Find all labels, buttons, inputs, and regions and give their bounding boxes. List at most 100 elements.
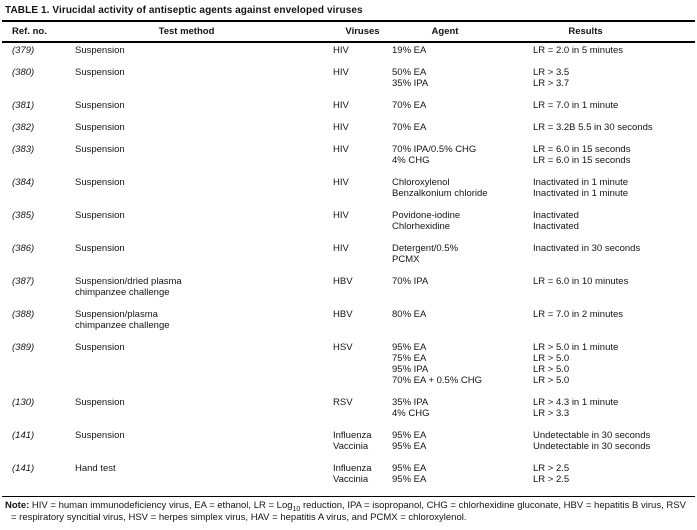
results-cell: Inactivated Inactivated [533, 210, 693, 232]
agent-cell: Chloroxylenol Benzalkonium chloride [392, 177, 533, 199]
table-body: (379) Suspension HIV 19% EA LR = 2.0 in 5 mi… [0, 43, 697, 485]
agent-cell-line: 95% EA [392, 429, 427, 441]
agent-cell-line: 70% EA + 0.5% CHG [392, 374, 483, 386]
method-cell-line: Suspension [75, 396, 125, 408]
ref-cell-line: (380) [12, 66, 35, 78]
agent-cell-line: PCMX [392, 253, 420, 265]
ref-cell: (130) [12, 397, 75, 419]
results-cell-line: LR = 6.0 in 15 seconds [533, 143, 631, 155]
ref-cell-line: (141) [12, 429, 35, 441]
ref-cell-line: (386) [12, 242, 35, 254]
viruses-cell: HIV [333, 100, 392, 111]
agent-cell-line: 95% EA [392, 462, 427, 474]
results-cell: LR > 5.0 in 1 minute LR > 5.0 LR > 5.0 LR >… [533, 342, 693, 386]
results-cell-line: Inactivated in 30 seconds [533, 242, 641, 254]
note-label: Note: [5, 500, 30, 511]
agent-cell: 70% IPA [392, 276, 533, 298]
results-cell-line: LR > 2.5 [533, 473, 570, 485]
agent-cell: 80% EA [392, 309, 533, 331]
column-header-results: Results [568, 26, 603, 37]
agent-cell: 95% EA 95% EA [392, 430, 533, 452]
agent-cell-line: 35% IPA [392, 77, 429, 89]
viruses-cell: HSV [333, 342, 392, 386]
results-cell-line: LR > 2.5 [533, 462, 570, 474]
table-row: (387) Suspension/dried plasma chimpanzee c… [0, 276, 697, 298]
results-cell: Undetectable in 30 seconds Undetectable i… [533, 430, 693, 452]
method-cell: Suspension [75, 430, 333, 452]
agent-cell: 70% EA [392, 100, 533, 111]
viruses-cell: HBV [333, 309, 392, 331]
viruses-cell-line: HIV [333, 99, 349, 111]
table-row: (384) Suspension HIV Chloroxylenol Benzalkon… [0, 177, 697, 199]
viruses-cell-line: Influenza [333, 462, 372, 474]
results-cell: LR = 3.2B 5.5 in 30 seconds [533, 122, 693, 133]
viruses-cell-line: HIV [333, 121, 349, 133]
table-row: (141) Suspension Influenza Vaccinia 95% EA 95… [0, 430, 697, 452]
viruses-cell-line: Vaccinia [333, 473, 369, 485]
results-cell-line: LR = 7.0 in 1 minute [533, 99, 619, 111]
method-cell-line: chimpanzee challenge [75, 286, 170, 298]
header-rule [2, 41, 695, 43]
viruses-cell-line: Vaccinia [333, 440, 369, 452]
viruses-cell-line: HIV [333, 209, 349, 221]
agent-cell-line: 95% EA [392, 473, 427, 485]
agent-cell-line: 70% IPA [392, 275, 429, 287]
note-subscript-10: 10 [292, 505, 301, 513]
ref-cell-line: (379) [12, 44, 35, 56]
note-text-before-subscript: HIV = human immunodeficiency virus, EA =… [29, 500, 293, 511]
results-cell: LR = 7.0 in 1 minute [533, 100, 693, 111]
viruses-cell-line: HIV [333, 176, 349, 188]
viruses-cell: Influenza Vaccinia [333, 430, 392, 452]
agent-cell-line: 4% CHG [392, 154, 430, 166]
results-cell-line: LR = 7.0 in 2 minutes [533, 308, 624, 320]
agent-cell: 95% EA 95% EA [392, 463, 533, 485]
ref-cell: (389) [12, 342, 75, 386]
method-cell-line: Suspension [75, 66, 125, 78]
column-header-ref-no: Ref. no. [12, 26, 47, 37]
agent-cell: Povidone-iodine Chlorhexidine [392, 210, 533, 232]
results-cell-line: LR = 6.0 in 15 seconds [533, 154, 631, 166]
agent-cell-line: 70% EA [392, 121, 427, 133]
bottom-rule [2, 495, 695, 497]
viruses-cell: HIV [333, 67, 392, 89]
agent-cell-line: Chloroxylenol [392, 176, 450, 188]
column-header-viruses: Viruses [345, 26, 380, 37]
agent-cell-line: Detergent/0.5% [392, 242, 459, 254]
ref-cell: (388) [12, 309, 75, 331]
agent-cell-line: 70% IPA/0.5% CHG [392, 143, 477, 155]
method-cell-line: Hand test [75, 462, 116, 474]
agent-cell-line: 70% EA [392, 99, 427, 111]
ref-cell: (382) [12, 122, 75, 133]
results-cell-line: LR > 5.0 [533, 352, 570, 364]
ref-cell-line: (389) [12, 341, 35, 353]
results-cell-line: Inactivated in 1 minute [533, 187, 629, 199]
method-cell: Suspension [75, 397, 333, 419]
agent-cell: 50% EA 35% IPA [392, 67, 533, 89]
agent-cell: 70% IPA/0.5% CHG 4% CHG [392, 144, 533, 166]
results-cell: LR = 2.0 in 5 minutes [533, 45, 693, 56]
results-cell: Inactivated in 30 seconds [533, 243, 693, 265]
ref-cell: (385) [12, 210, 75, 232]
method-cell-line: Suspension [75, 143, 125, 155]
top-rule [2, 20, 695, 22]
results-cell-line: Undetectable in 30 seconds [533, 429, 651, 441]
method-cell: Suspension [75, 122, 333, 133]
agent-cell: Detergent/0.5% PCMX [392, 243, 533, 265]
ref-cell: (379) [12, 45, 75, 56]
ref-cell-line: (141) [12, 462, 35, 474]
results-cell-line: LR > 5.0 in 1 minute [533, 341, 619, 353]
agent-cell: 19% EA [392, 45, 533, 56]
results-cell-line: LR = 6.0 in 10 minutes [533, 275, 629, 287]
method-cell-line: Suspension [75, 44, 125, 56]
agent-cell-line: 75% EA [392, 352, 427, 364]
ref-cell: (141) [12, 463, 75, 485]
agent-cell-line: 95% EA [392, 341, 427, 353]
ref-cell-line: (388) [12, 308, 35, 320]
results-cell-line: Inactivated [533, 209, 579, 221]
ref-cell: (381) [12, 100, 75, 111]
table-row: (379) Suspension HIV 19% EA LR = 2.0 in 5 mi… [0, 45, 697, 56]
table-row: (385) Suspension HIV Povidone-iodine Chlorhe… [0, 210, 697, 232]
agent-cell-line: 4% CHG [392, 407, 430, 419]
viruses-cell-line: HIV [333, 44, 349, 56]
agent-cell: 95% EA 75% EA 95% IPA 70% EA + 0.5% CHG [392, 342, 533, 386]
